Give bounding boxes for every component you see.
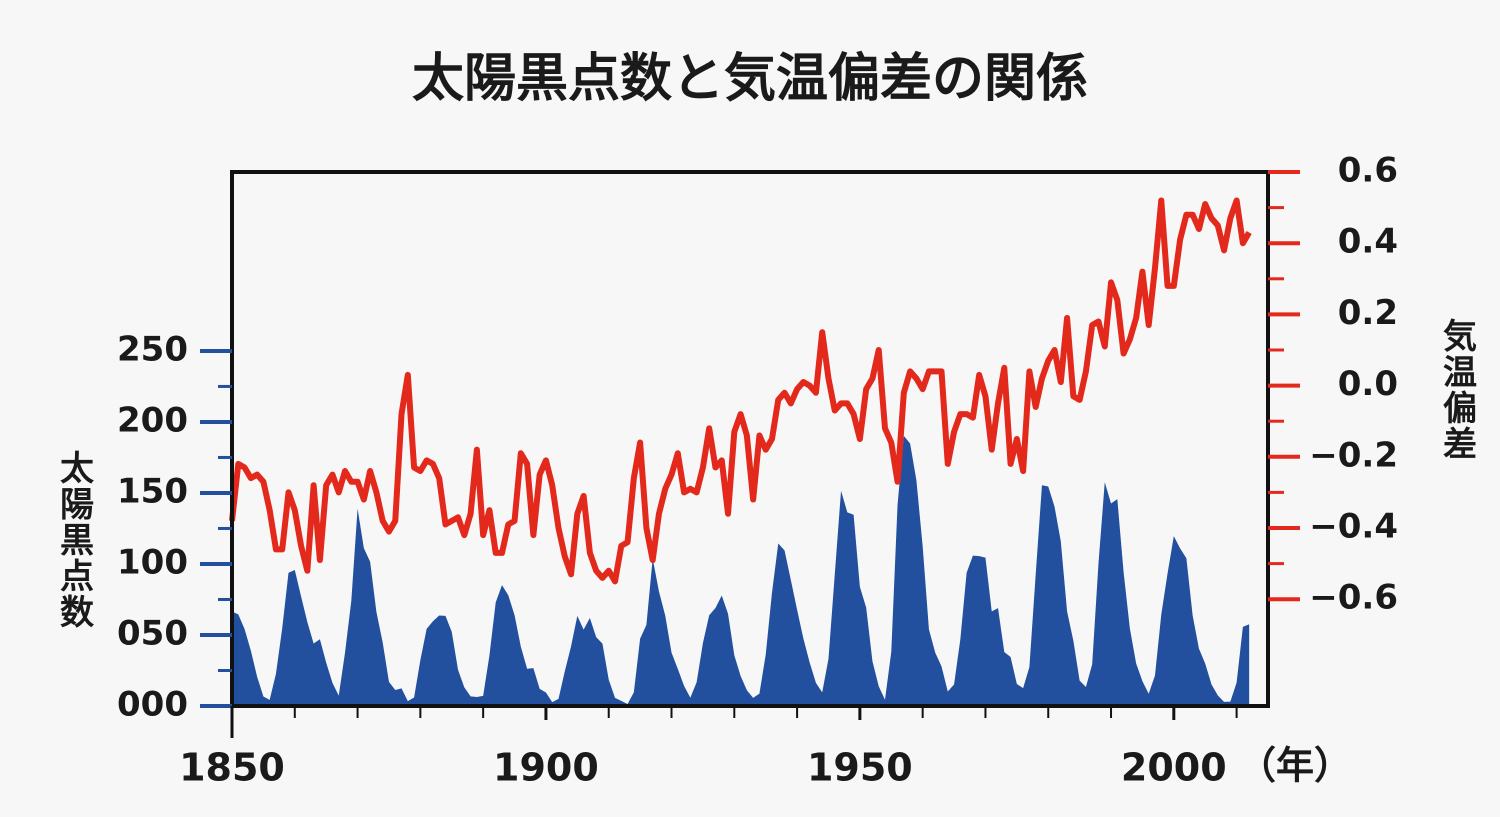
- y-axis-label: 太陽黒点数: [54, 450, 94, 630]
- y-tick-label: 250: [117, 329, 188, 369]
- y2-tick-label: 0.0: [1338, 364, 1398, 404]
- y2-tick-label: −0.4: [1309, 507, 1398, 547]
- y2-tick-label: −0.2: [1309, 435, 1398, 475]
- line: [229, 197, 1252, 585]
- y2-tick-label: −0.6: [1309, 578, 1398, 618]
- x-axis-label: （年）: [1238, 744, 1352, 788]
- x-tick-label: 1900: [493, 746, 599, 790]
- x-tick-label: 1850: [179, 746, 285, 790]
- y-tick-label: 050: [117, 613, 188, 653]
- y-tick-label: 150: [117, 471, 188, 511]
- y-tick-label: 100: [117, 542, 188, 582]
- y2-tick-label: 0.6: [1338, 151, 1398, 191]
- y-tick-label: 200: [117, 400, 188, 440]
- area: [232, 435, 1250, 706]
- chart-title: 太陽黒点数と気温偏差の関係: [412, 49, 1088, 109]
- x-tick-label: 1950: [807, 746, 913, 790]
- y2-axis-label: 気温偏差: [1437, 318, 1477, 462]
- plot-frame: [230, 170, 1270, 708]
- y2-tick-label: 0.4: [1338, 222, 1398, 262]
- x-tick-label: 2000: [1121, 746, 1227, 790]
- y2-tick-label: 0.2: [1338, 293, 1398, 333]
- y-tick-label: 000: [117, 685, 188, 725]
